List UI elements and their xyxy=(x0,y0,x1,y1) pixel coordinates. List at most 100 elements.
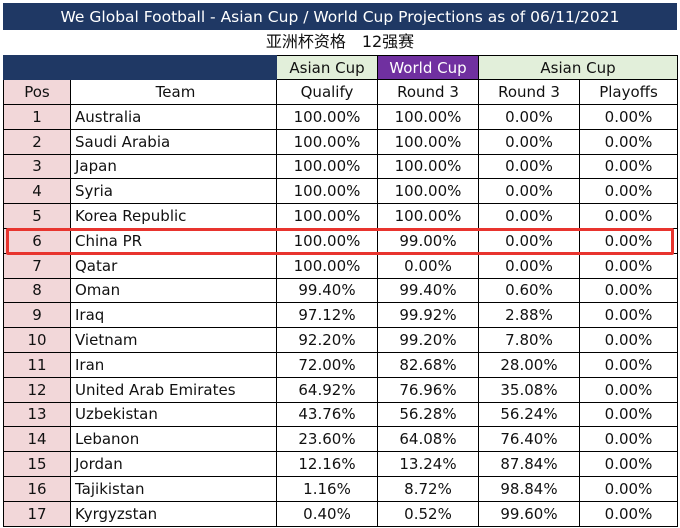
row-team: China PR xyxy=(70,227,277,254)
row-wc-round3: 99.40% xyxy=(377,277,479,304)
row-team: Saudi Arabia xyxy=(70,128,277,155)
row-ac-round3: 35.08% xyxy=(478,376,580,403)
table-row: 7 Qatar 100.00% 0.00% 0.00% 0.00% xyxy=(3,252,678,279)
table-row: 17 Kyrgyzstan 0.40% 0.52% 99.60% 0.00% xyxy=(3,500,678,527)
row-wc-round3: 8.72% xyxy=(377,475,479,502)
row-wc-round3: 100.00% xyxy=(377,128,479,155)
row-ac-round3: 0.00% xyxy=(478,178,580,205)
row-pos: 13 xyxy=(3,401,71,428)
row-wc-round3: 0.52% xyxy=(377,500,479,527)
row-qualify: 43.76% xyxy=(276,401,378,428)
row-qualify: 100.00% xyxy=(276,203,378,229)
column-header-pos: Pos xyxy=(3,79,71,105)
row-playoffs: 0.00% xyxy=(579,153,678,180)
row-ac-round3: 0.00% xyxy=(478,128,580,155)
row-team: Korea Republic xyxy=(70,203,277,229)
row-team: Uzbekistan xyxy=(70,401,277,428)
row-pos: 1 xyxy=(3,104,71,130)
row-playoffs: 0.00% xyxy=(579,252,678,279)
row-wc-round3: 64.08% xyxy=(377,426,479,453)
table-row: 12 United Arab Emirates 64.92% 76.96% 35.08%… xyxy=(3,376,678,403)
column-header-qualify: Qualify xyxy=(276,79,378,105)
sheet-title: We Global Football - Asian Cup / World C… xyxy=(3,3,677,30)
row-pos: 5 xyxy=(3,203,71,229)
row-playoffs: 0.00% xyxy=(579,203,678,229)
row-playoffs: 0.00% xyxy=(579,376,678,403)
table-row: 14 Lebanon 23.60% 64.08% 76.40% 0.00% xyxy=(3,426,678,453)
row-pos: 9 xyxy=(3,302,71,329)
row-qualify: 64.92% xyxy=(276,376,378,403)
sheet-subtitle: 亚洲杯资格 12强赛 xyxy=(265,32,415,51)
table-row: 10 Vietnam 92.20% 99.20% 7.80% 0.00% xyxy=(3,327,678,353)
row-team: Japan xyxy=(70,153,277,180)
row-qualify: 12.16% xyxy=(276,451,378,477)
row-team: Lebanon xyxy=(70,426,277,453)
projections-table: Asian Cup World Cup Asian Cup Pos Team Q… xyxy=(3,55,678,527)
row-ac-round3: 98.84% xyxy=(478,475,580,502)
row-qualify: 100.00% xyxy=(276,128,378,155)
table-row: 11 Iran 72.00% 82.68% 28.00% 0.00% xyxy=(3,351,678,378)
row-ac-round3: 28.00% xyxy=(478,351,580,378)
column-header-wc-round3: Round 3 xyxy=(377,79,479,105)
row-qualify: 92.20% xyxy=(276,327,378,353)
row-qualify: 100.00% xyxy=(276,178,378,205)
row-ac-round3: 7.80% xyxy=(478,327,580,353)
row-team: Iraq xyxy=(70,302,277,329)
table-row: 13 Uzbekistan 43.76% 56.28% 56.24% 0.00% xyxy=(3,401,678,428)
row-playoffs: 0.00% xyxy=(579,451,678,477)
row-ac-round3: 0.00% xyxy=(478,153,580,180)
table-row: 8 Oman 99.40% 99.40% 0.60% 0.00% xyxy=(3,277,678,304)
row-qualify: 100.00% xyxy=(276,227,378,254)
row-pos: 3 xyxy=(3,153,71,180)
row-ac-round3: 76.40% xyxy=(478,426,580,453)
row-wc-round3: 76.96% xyxy=(377,376,479,403)
row-wc-round3: 99.92% xyxy=(377,302,479,329)
row-team: Kyrgyzstan xyxy=(70,500,277,527)
group-header-world-cup: World Cup xyxy=(377,55,479,80)
row-playoffs: 0.00% xyxy=(579,475,678,502)
row-pos: 12 xyxy=(3,376,71,403)
row-playoffs: 0.00% xyxy=(579,302,678,329)
row-pos: 7 xyxy=(3,252,71,279)
row-playoffs: 0.00% xyxy=(579,104,678,130)
table-row: 6 China PR 100.00% 99.00% 0.00% 0.00% xyxy=(3,227,678,254)
row-ac-round3: 0.00% xyxy=(478,227,580,254)
row-qualify: 99.40% xyxy=(276,277,378,304)
row-qualify: 100.00% xyxy=(276,252,378,279)
row-ac-round3: 0.60% xyxy=(478,277,580,304)
row-pos: 2 xyxy=(3,128,71,155)
row-ac-round3: 56.24% xyxy=(478,401,580,428)
row-team: Vietnam xyxy=(70,327,277,353)
table-row: 16 Tajikistan 1.16% 8.72% 98.84% 0.00% xyxy=(3,475,678,502)
column-header-team: Team xyxy=(70,79,277,105)
row-wc-round3: 82.68% xyxy=(377,351,479,378)
row-pos: 10 xyxy=(3,327,71,353)
row-qualify: 23.60% xyxy=(276,426,378,453)
row-ac-round3: 0.00% xyxy=(478,252,580,279)
row-pos: 15 xyxy=(3,451,71,477)
row-wc-round3: 13.24% xyxy=(377,451,479,477)
row-team: Tajikistan xyxy=(70,475,277,502)
row-team: Oman xyxy=(70,277,277,304)
row-ac-round3: 2.88% xyxy=(478,302,580,329)
column-header-row: Pos Team Qualify Round 3 Round 3 Playoff… xyxy=(3,79,678,105)
row-qualify: 100.00% xyxy=(276,153,378,180)
table-row: 1 Australia 100.00% 100.00% 0.00% 0.00% xyxy=(3,104,678,130)
column-header-playoffs: Playoffs xyxy=(579,79,678,105)
row-team: United Arab Emirates xyxy=(70,376,277,403)
group-header-blank xyxy=(70,55,277,80)
row-pos: 14 xyxy=(3,426,71,453)
row-playoffs: 0.00% xyxy=(579,351,678,378)
row-ac-round3: 99.60% xyxy=(478,500,580,527)
row-wc-round3: 100.00% xyxy=(377,203,479,229)
table-row: 4 Syria 100.00% 100.00% 0.00% 0.00% xyxy=(3,178,678,205)
row-pos: 16 xyxy=(3,475,71,502)
row-team: Syria xyxy=(70,178,277,205)
row-wc-round3: 100.00% xyxy=(377,153,479,180)
row-playoffs: 0.00% xyxy=(579,128,678,155)
row-wc-round3: 0.00% xyxy=(377,252,479,279)
group-header-asian-cup-qualify: Asian Cup xyxy=(276,55,378,80)
table-row: 5 Korea Republic 100.00% 100.00% 0.00% 0.00% xyxy=(3,203,678,229)
table-row: 2 Saudi Arabia 100.00% 100.00% 0.00% 0.00% xyxy=(3,128,678,155)
row-playoffs: 0.00% xyxy=(579,178,678,205)
